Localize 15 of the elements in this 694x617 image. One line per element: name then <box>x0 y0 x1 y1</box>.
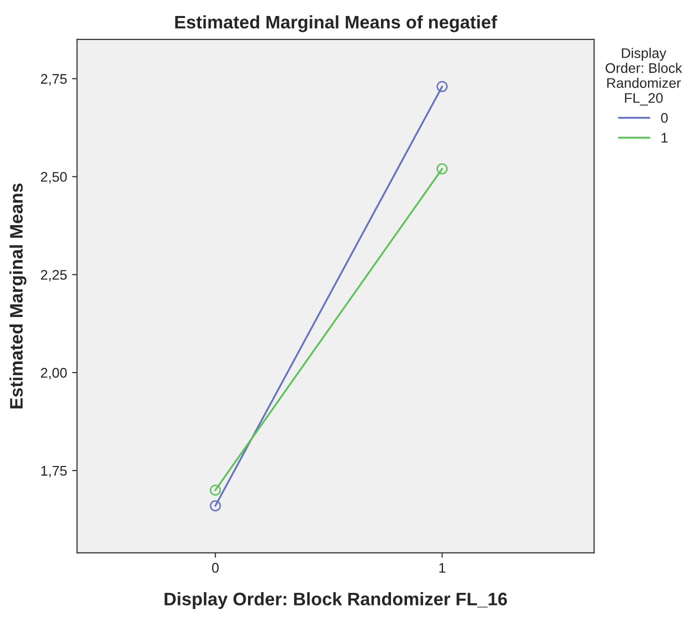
point <box>436 80 448 92</box>
y-axis-title: Estimated Marginal Means <box>9 184 26 408</box>
y-tick-label: 1,75 <box>41 466 67 478</box>
point <box>210 484 221 496</box>
y-tick-label: 2,75 <box>40 74 67 86</box>
point <box>210 500 221 512</box>
legend-label: 0 <box>661 112 668 123</box>
y-tick-label: 2,00 <box>40 368 67 380</box>
legend-label: 1 <box>662 132 668 143</box>
x-axis-title: Display Order: Block Randomizer FL_16 <box>164 592 507 609</box>
y-tick-label: 2,25 <box>40 270 67 282</box>
point <box>436 163 448 174</box>
y-tick-label: 2,50 <box>40 172 67 184</box>
legend-title: Display Order: Block Randomizer FL_20 <box>606 48 682 106</box>
chart-title: Estimated Marginal Means of negatief <box>175 15 498 32</box>
